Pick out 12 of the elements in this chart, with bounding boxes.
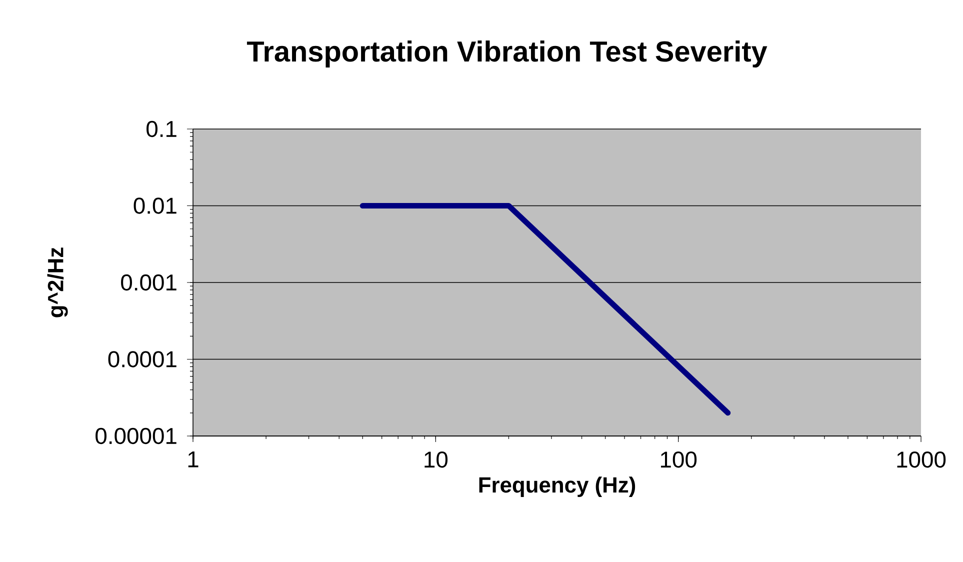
x-tick-label: 100 [660,452,697,468]
x-tick-label: 1000 [897,452,946,468]
y-axis-title: g^2/Hz [47,248,68,318]
x-axis-title: Frequency (Hz) [479,476,636,498]
y-tick-label: 0.00001 [96,428,176,444]
y-tick-label: 0.0001 [108,351,176,368]
x-tick-label: 10 [424,452,448,468]
chart-title: Transportation Vibration Test Severity [246,40,768,68]
y-tick-label: 0.1 [146,120,176,138]
y-tick-label: 0.01 [134,198,176,214]
y-tick-label: 0.001 [121,274,176,291]
x-tick-label: 1 [188,452,198,468]
